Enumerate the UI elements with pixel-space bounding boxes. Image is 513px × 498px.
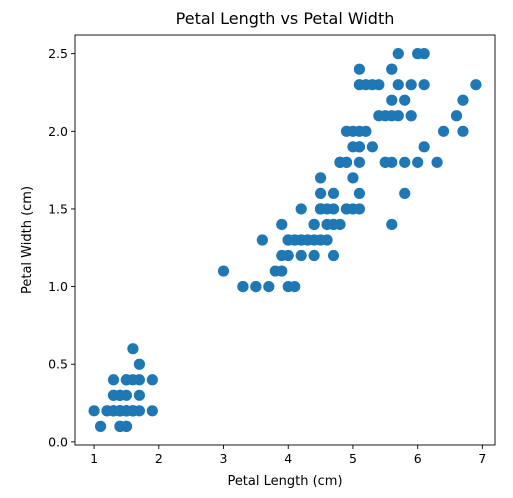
- data-point: [217, 265, 230, 277]
- y-tick-label: 0.5: [48, 357, 68, 372]
- x-tick-label: 7: [478, 451, 486, 466]
- data-point: [321, 234, 333, 246]
- data-point: [327, 249, 340, 262]
- data-point: [360, 125, 372, 137]
- x-axis: 1 2 3 4 5 6 7: [90, 445, 486, 466]
- data-point: [457, 94, 469, 106]
- data-point: [340, 125, 353, 137]
- data-point: [308, 249, 320, 262]
- plot-frame: [74, 34, 496, 446]
- data-point: [418, 79, 430, 91]
- data-point: [366, 141, 378, 153]
- y-axis: 0.0 0.5 1.0 1.5 2.0 2.5: [48, 46, 75, 449]
- data-point: [133, 358, 145, 370]
- data-point: [276, 218, 288, 231]
- data-point: [146, 405, 158, 417]
- data-point: [412, 156, 424, 168]
- data-point: [314, 187, 327, 200]
- data-points: [88, 48, 482, 432]
- data-point: [282, 249, 294, 262]
- data-point: [431, 156, 443, 168]
- data-point: [94, 420, 107, 432]
- data-point: [392, 79, 404, 91]
- x-axis-label: Petal Length (cm): [227, 474, 342, 489]
- data-point: [347, 172, 359, 184]
- data-point: [308, 218, 320, 231]
- data-point: [120, 374, 133, 386]
- x-tick-label: 5: [349, 451, 357, 466]
- data-point: [360, 79, 372, 91]
- data-point: [327, 203, 340, 215]
- y-tick-label: 1.5: [48, 201, 68, 216]
- data-point: [314, 203, 327, 215]
- data-point: [289, 280, 301, 293]
- data-point: [379, 156, 391, 168]
- data-point: [289, 234, 301, 246]
- data-point: [450, 110, 463, 122]
- data-point: [334, 156, 346, 168]
- data-point: [405, 110, 417, 122]
- data-point: [353, 203, 366, 215]
- data-point: [88, 405, 100, 417]
- data-point: [470, 79, 482, 91]
- data-point: [353, 63, 366, 75]
- data-point: [114, 405, 126, 417]
- data-point: [107, 374, 120, 386]
- data-point: [392, 48, 404, 60]
- data-point: [334, 218, 346, 231]
- y-tick-label: 2.0: [48, 124, 68, 139]
- data-point: [399, 187, 411, 200]
- data-point: [295, 203, 307, 215]
- data-point: [146, 374, 158, 386]
- data-point: [237, 280, 249, 293]
- x-tick-label: 1: [90, 451, 98, 466]
- data-point: [399, 94, 411, 106]
- data-point: [250, 280, 262, 293]
- data-point: [418, 48, 430, 60]
- data-point: [399, 156, 411, 168]
- data-point: [314, 172, 327, 184]
- data-point: [302, 234, 314, 246]
- y-axis-label: Petal Width (cm): [20, 186, 35, 294]
- data-point: [437, 125, 450, 137]
- data-point: [269, 265, 281, 277]
- x-tick-label: 2: [155, 451, 163, 466]
- data-point: [386, 63, 398, 75]
- data-point: [386, 218, 398, 231]
- data-point: [133, 389, 145, 401]
- data-point: [373, 110, 385, 122]
- data-point: [418, 141, 430, 153]
- y-tick-label: 0.0: [48, 434, 68, 449]
- x-tick-label: 3: [220, 451, 228, 466]
- data-point: [114, 420, 126, 432]
- data-point: [295, 249, 307, 262]
- y-tick-label: 2.5: [48, 46, 68, 61]
- data-point: [263, 280, 275, 293]
- data-point: [386, 94, 398, 106]
- data-point: [405, 79, 417, 91]
- data-point: [321, 218, 333, 231]
- y-tick-label: 1.0: [48, 279, 68, 294]
- data-point: [327, 187, 340, 200]
- data-point: [256, 234, 268, 246]
- data-point: [353, 156, 366, 168]
- data-point: [114, 389, 126, 401]
- data-point: [127, 343, 139, 355]
- x-tick-label: 4: [284, 451, 292, 466]
- data-point: [386, 110, 398, 122]
- data-point: [353, 187, 366, 200]
- x-tick-label: 6: [414, 451, 422, 466]
- data-point: [457, 125, 469, 137]
- chart-title: Petal Length vs Petal Width: [176, 9, 395, 28]
- data-point: [373, 79, 385, 91]
- data-point: [347, 141, 359, 153]
